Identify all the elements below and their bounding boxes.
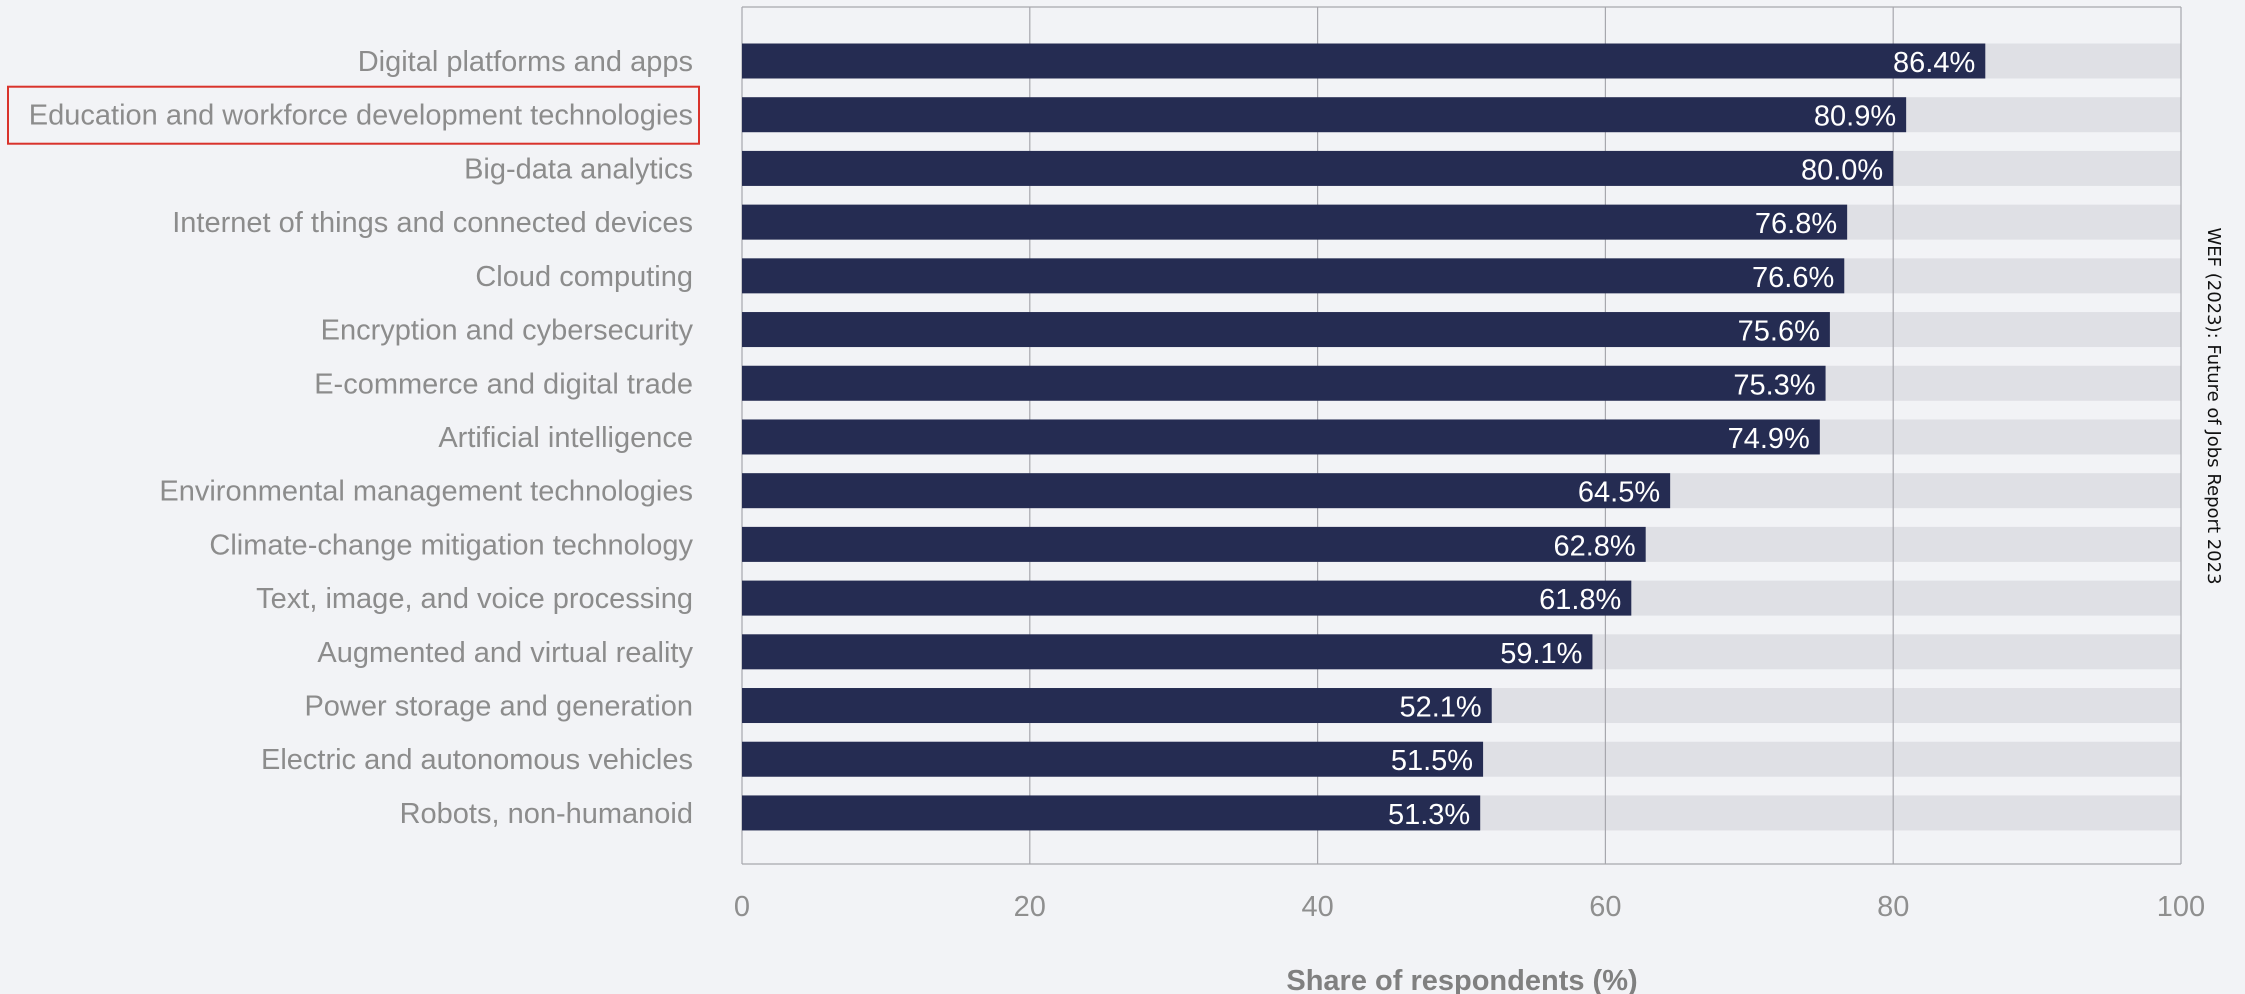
category-label: Encryption and cybersecurity: [321, 315, 694, 347]
bar: [742, 204, 1848, 240]
x-tick-label: 80: [1877, 891, 1909, 923]
x-axis-title: Share of respondents (%): [1286, 965, 1637, 994]
bar: [742, 634, 1593, 670]
bar: [742, 688, 1492, 724]
bar-value-label: 80.0%: [1801, 154, 1883, 186]
category-labels: Digital platforms and apps Education and …: [29, 46, 694, 830]
bar-value-label: 64.5%: [1578, 477, 1660, 509]
bar: [742, 97, 1907, 133]
bar: [742, 365, 1826, 401]
category-label: Artificial intelligence: [438, 422, 693, 454]
bars: [742, 43, 1986, 831]
bar-value-label: 59.1%: [1500, 638, 1582, 670]
x-tick-labels: 0 20 40 60 80 100: [734, 891, 2205, 923]
bar-value-label: 86.4%: [1893, 47, 1975, 79]
bar: [742, 150, 1894, 186]
value-labels: 86.4% 80.9% 80.0% 76.8% 76.6% 75.6% 75.3% 74.9%…: [1388, 47, 1975, 831]
bar-value-label: 61.8%: [1539, 584, 1621, 616]
category-label: Text, image, and voice processing: [256, 583, 693, 615]
bar-value-label: 75.3%: [1733, 369, 1815, 401]
bar-value-label: 51.5%: [1391, 745, 1473, 777]
x-tick-label: 40: [1301, 891, 1333, 923]
category-label: Robots, non-humanoid: [400, 798, 693, 830]
bar: [742, 312, 1830, 348]
x-tick-label: 100: [2157, 891, 2205, 923]
category-label: Electric and autonomous vehicles: [261, 744, 693, 776]
bar-value-label: 76.8%: [1755, 208, 1837, 240]
bar-value-label: 74.9%: [1728, 423, 1810, 455]
bar-value-label: 75.6%: [1738, 316, 1820, 348]
source-note: WEF (2023): Future of Jobs Report 2023: [2203, 227, 2224, 584]
category-label: Cloud computing: [475, 261, 693, 293]
bar-value-label: 62.8%: [1553, 530, 1635, 562]
category-label: Digital platforms and apps: [358, 46, 693, 78]
bar: [742, 741, 1484, 777]
x-tick-label: 0: [734, 891, 750, 923]
category-label: Education and workforce development tech…: [29, 100, 693, 132]
bar-value-label: 80.9%: [1814, 101, 1896, 133]
category-label: Environmental management technologies: [159, 476, 693, 508]
bar: [742, 473, 1671, 509]
bar: [742, 258, 1845, 294]
bar: [742, 795, 1481, 831]
category-label: Power storage and generation: [304, 691, 693, 723]
x-tick-label: 60: [1589, 891, 1621, 923]
x-tick-label: 20: [1014, 891, 1046, 923]
category-label: E-commerce and digital trade: [314, 368, 693, 400]
category-label: Big-data analytics: [464, 153, 693, 185]
category-label: Augmented and virtual reality: [317, 637, 693, 669]
bar: [742, 43, 1986, 79]
bar: [742, 526, 1646, 562]
bar: [742, 580, 1632, 616]
highlight-box: [7, 85, 700, 145]
bar: [742, 419, 1820, 455]
category-label: Climate-change mitigation technology: [209, 529, 693, 561]
bar-value-label: 51.3%: [1388, 799, 1470, 831]
bar-value-label: 52.1%: [1399, 692, 1481, 724]
category-label: Internet of things and connected devices: [172, 207, 693, 239]
bar-value-label: 76.6%: [1752, 262, 1834, 294]
